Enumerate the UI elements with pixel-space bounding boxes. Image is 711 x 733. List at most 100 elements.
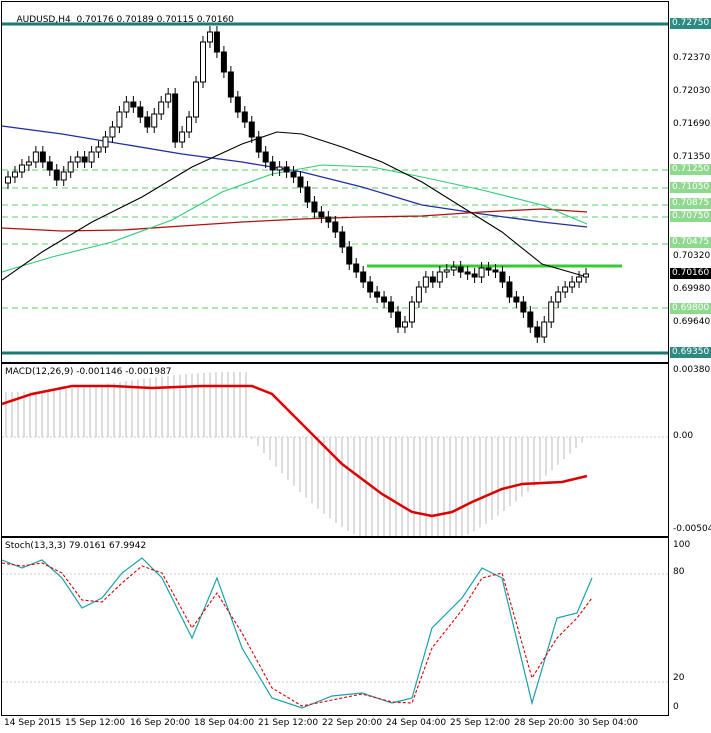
stoch-main-line [2, 557, 593, 709]
candle-body [583, 273, 590, 278]
candle-body [60, 171, 67, 181]
candle-body [193, 81, 200, 118]
candle-body [88, 151, 95, 163]
price-tag-level: 0.70750 [670, 211, 711, 222]
candle-body [290, 171, 297, 178]
candle-body [32, 151, 39, 163]
time-axis-label: 24 Sep 04:00 [386, 718, 447, 728]
candle-body [527, 311, 534, 328]
macd-signal-line [2, 384, 588, 518]
stoch-title: Stoch(13,3,3) 79.0161 67.9942 [5, 541, 147, 551]
candle-body [464, 271, 471, 275]
candle-body [436, 271, 443, 283]
candle-body [241, 111, 248, 123]
candle-body [485, 267, 492, 271]
price-axis-label: 0.71350 [673, 152, 711, 162]
price-tag-level: 0.69350 [670, 347, 711, 358]
candle-body [283, 166, 290, 173]
time-axis: 14 Sep 2015 15 Sep 12:00 16 Sep 20:00 18… [0, 716, 711, 733]
candle-body [576, 276, 583, 283]
price-chart-pane[interactable]: AUDUSD,H4 0.70176 0.70189 0.70115 0.7016… [1, 1, 669, 363]
stoch-axis-label: 100 [673, 540, 691, 550]
price-chart-canvas[interactable] [2, 2, 668, 362]
candle-body [513, 296, 520, 303]
candle-body [200, 41, 206, 83]
candle-body [53, 169, 60, 181]
candle-body [116, 111, 123, 128]
time-axis-label: 22 Sep 20:00 [322, 718, 383, 728]
ma-blue-line [2, 125, 588, 228]
macd-axis-label: 0.00 [673, 431, 694, 441]
candle-body [548, 301, 555, 323]
candle-body [81, 156, 88, 163]
candle-body [471, 273, 478, 278]
candle-body [541, 321, 548, 338]
stoch-axis-label: 80 [673, 567, 685, 577]
ma-black-line [2, 131, 588, 281]
price-axis-label: 0.69640 [673, 317, 711, 327]
macd-axis-label: 0.003805 [673, 365, 711, 375]
candle-body [39, 151, 46, 163]
candle-body [109, 126, 116, 138]
stoch-axis-label: 20 [673, 673, 685, 683]
ma-red-line [2, 208, 588, 232]
time-axis-label: 18 Sep 04:00 [194, 718, 255, 728]
price-axis-label: 0.72370 [673, 53, 711, 63]
time-axis-label: 28 Sep 20:00 [514, 718, 575, 728]
candle-body [346, 246, 353, 265]
macd-title: MACD(12,26,9) -0.001146 -0.001987 [5, 367, 172, 377]
candle-body [18, 164, 25, 173]
candle-body [67, 161, 74, 173]
candle-body [220, 51, 227, 73]
candle-body [74, 156, 81, 163]
candle-body [381, 296, 388, 303]
time-axis-label: 15 Sep 12:00 [65, 718, 126, 728]
candle-body [102, 136, 109, 148]
price-axis-label: 0.71690 [673, 119, 711, 129]
candle-body [130, 101, 137, 108]
candle-body [534, 326, 541, 338]
candle-body [388, 301, 395, 313]
stoch-canvas[interactable] [2, 538, 668, 715]
candle-body [311, 201, 318, 213]
candle-body [213, 31, 220, 53]
price-title: AUDUSD,H4 0.70176 0.70189 0.70115 0.7016… [5, 5, 234, 35]
time-axis-label: 30 Sep 04:00 [578, 718, 639, 728]
time-axis-label: 14 Sep 2015 [4, 718, 62, 728]
time-axis-label: 25 Sep 12:00 [450, 718, 511, 728]
candle-body [325, 216, 332, 223]
price-tag-current: 0.70160 [670, 268, 711, 279]
candle-body [332, 221, 339, 233]
price-tag-level: 0.71050 [670, 182, 711, 193]
candle-body [367, 281, 374, 293]
candle-body [492, 269, 499, 273]
candle-body [562, 286, 569, 293]
price-axis-label: 0.72030 [673, 86, 711, 96]
candle-body [11, 171, 18, 178]
stoch-signal-line [2, 562, 593, 707]
ohlc-readout: 0.70176 0.70189 0.70115 0.70160 [76, 15, 234, 25]
candle-body [374, 291, 381, 298]
candle-body [569, 281, 576, 288]
candle-body [318, 211, 325, 218]
candle-body [339, 231, 346, 248]
candle-body [158, 101, 165, 115]
candle-body [255, 136, 262, 153]
stoch-pane[interactable]: Stoch(13,3,3) 79.0161 67.9942 [1, 537, 669, 716]
symbol-label: AUDUSD,H4 [16, 15, 71, 25]
price-axis: 0.72370 0.72030 0.71690 0.71350 0.70320 … [668, 0, 711, 716]
candle-body [360, 271, 367, 283]
ma-green-line [2, 164, 588, 273]
macd-pane[interactable]: MACD(12,26,9) -0.001146 -0.001987 [1, 363, 669, 537]
candle-body [227, 71, 234, 98]
candle-body [401, 321, 408, 328]
price-tag-level: 0.71250 [670, 164, 711, 175]
candle-body [137, 106, 144, 118]
macd-canvas[interactable] [2, 364, 668, 536]
time-axis-label: 16 Sep 20:00 [130, 718, 191, 728]
price-tag-level: 0.72750 [670, 18, 711, 29]
candle-body [304, 186, 311, 203]
candle-body [506, 281, 513, 298]
candle-body [206, 31, 213, 43]
candle-body [165, 93, 172, 103]
